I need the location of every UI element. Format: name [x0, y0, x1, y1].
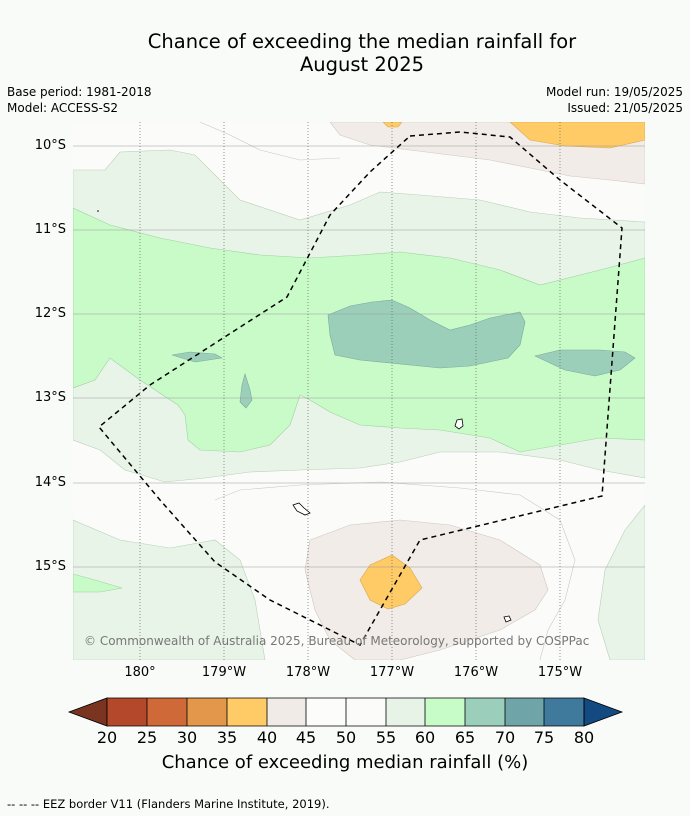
- island-rotuma: [454, 418, 464, 430]
- colorbar-tick-75: 75: [533, 728, 555, 747]
- contour-65-70-spot: [239, 372, 253, 409]
- colorbar-swatch-45-50: [306, 698, 346, 726]
- model-run: Model run: 19/05/2025: [545, 85, 683, 99]
- colorbar-swatch-75-80: [544, 698, 584, 726]
- issued-date: Issued: 21/05/2025: [567, 101, 683, 115]
- colorbar-swatch-30-35: [187, 698, 227, 726]
- map-area: [73, 122, 645, 660]
- island-fiji-small: [292, 502, 311, 516]
- contour-65-70-west: [171, 351, 223, 363]
- colorbar: [67, 697, 624, 727]
- contour-35-40-north: [509, 122, 645, 149]
- colorbar-tick-45: 45: [295, 728, 317, 747]
- colorbar-tick-80: 80: [573, 728, 595, 747]
- title-line-2: August 2025: [299, 53, 425, 76]
- colorbar-label: Chance of exceeding median rainfall (%): [161, 752, 529, 773]
- base-period: Base period: 1981-2018: [7, 85, 152, 99]
- colorbar-swatch-35-40: [227, 698, 267, 726]
- lon-label-176w: 176°W: [453, 665, 499, 680]
- colorbar-swatch-40-45: [267, 698, 306, 726]
- colorbar-swatch-20-25: [107, 698, 147, 726]
- copyright-notice: © Commonwealth of Australia 2025, Bureau…: [84, 634, 590, 648]
- colorbar-tick-65: 65: [454, 728, 476, 747]
- colorbar-tick-35: 35: [216, 728, 238, 747]
- meta-left: Base period: 1981-2018 Model: ACCESS-S2: [7, 84, 152, 116]
- colorbar-tick-55: 55: [375, 728, 397, 747]
- lon-label-175w: 175°W: [537, 665, 583, 680]
- contour-60-65-sw: [73, 573, 123, 593]
- contour-35-40-north-small: [382, 122, 403, 128]
- colorbar-tick-50: 50: [335, 728, 357, 747]
- colorbar-tick-60: 60: [414, 728, 436, 747]
- colorbar-high-arrow: [583, 697, 624, 727]
- lon-label-179w: 179°W: [201, 665, 247, 680]
- meta-right: Model run: 19/05/2025 Issued: 21/05/2025: [546, 84, 683, 116]
- lat-label-10s: 10°S: [34, 138, 66, 153]
- colorbar-tick-25: 25: [136, 728, 158, 747]
- colorbar-swatch-50-55: [346, 698, 386, 726]
- lat-label-14s: 14°S: [34, 475, 66, 490]
- colorbar-tick-30: 30: [176, 728, 198, 747]
- contour-40-45-south: [304, 519, 549, 660]
- graticule: [73, 145, 645, 568]
- contour-line-2: [199, 122, 341, 161]
- lon-label-178w: 178°W: [285, 665, 331, 680]
- colorbar-low-arrow: [67, 697, 108, 727]
- colorbar-swatch-70-75: [505, 698, 544, 726]
- colorbar-tick-70: 70: [494, 728, 516, 747]
- colorbar-tick-20: 20: [96, 728, 118, 747]
- colorbar-swatch-65-70: [465, 698, 505, 726]
- island-dot: [97, 210, 99, 212]
- lat-label-13s: 13°S: [34, 390, 66, 405]
- contour-55-60-south: [73, 519, 266, 660]
- lat-label-11s: 11°S: [34, 222, 66, 237]
- title-line-1: Chance of exceeding the median rainfall …: [147, 30, 577, 53]
- colorbar-swatch-25-30: [147, 698, 187, 726]
- colorbar-tick-40: 40: [256, 728, 278, 747]
- colorbar-swatch-55-60: [386, 698, 425, 726]
- colorbar-swatch-60-65: [425, 698, 465, 726]
- lat-label-15s: 15°S: [34, 559, 66, 574]
- eez-footnote: -- -- -- EEZ border V11 (Flanders Marine…: [7, 797, 330, 811]
- contour-55-60-east: [597, 504, 645, 660]
- contour-line-1: [214, 481, 576, 660]
- map-title: Chance of exceeding the median rainfall …: [0, 30, 690, 76]
- contour-35-40-south: [359, 554, 423, 610]
- model-name: Model: ACCESS-S2: [7, 101, 119, 115]
- lat-label-12s: 12°S: [34, 306, 66, 321]
- lon-label-180: 180°: [124, 665, 156, 680]
- lon-label-177w: 177°W: [369, 665, 415, 680]
- eez-border: [97, 131, 623, 646]
- island-south: [503, 615, 512, 623]
